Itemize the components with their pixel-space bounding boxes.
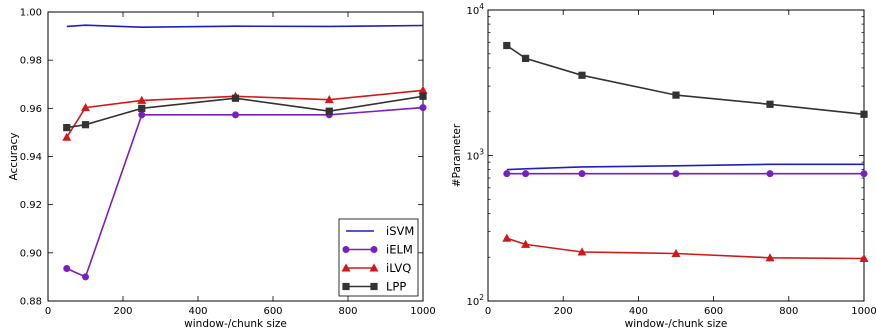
- accuracy-chart: 0 200 400 600 800 1000 0.88 0.90 0.92 0.94 0.96 0.9…: [8, 8, 436, 331]
- x-tick-label: 800: [779, 306, 798, 317]
- data-point-lpp: [766, 100, 774, 108]
- data-point-ielm: [63, 264, 71, 272]
- data-point-ielm: [232, 111, 240, 119]
- x-tick-label: 800: [338, 306, 357, 317]
- data-point-ielm: [419, 104, 427, 112]
- series-line-isvm: [66, 24, 424, 29]
- y-axis-label: #Parameter: [451, 123, 463, 187]
- data-point-ielm: [503, 170, 511, 178]
- series-ielm: [503, 170, 868, 178]
- series-isvm: [506, 163, 864, 171]
- y-tick-label: 103: [466, 148, 484, 163]
- data-point-ielm: [82, 273, 90, 281]
- data-point-lpp: [63, 124, 71, 132]
- y-tick-label: 0.96: [20, 104, 42, 115]
- legend-marker: [342, 246, 350, 254]
- legend-item-isvm: iSVM: [346, 224, 414, 238]
- x-axis-label: window-/chunk size: [184, 318, 287, 330]
- legend-marker: [342, 282, 350, 291]
- y-tick-label: 1.00: [20, 8, 42, 19]
- x-tick-label: 600: [263, 306, 282, 317]
- y-tick-label: 0.90: [20, 248, 42, 259]
- data-point-lpp: [521, 54, 530, 62]
- x-tick-label: 200: [113, 306, 132, 317]
- data-point-ilvq: [62, 132, 72, 141]
- legend-label: LPP: [386, 280, 406, 294]
- series-line-ilvq: [506, 237, 865, 260]
- data-point-ilvq: [502, 233, 512, 242]
- data-point-lpp: [325, 107, 333, 115]
- data-point-ielm: [860, 170, 868, 178]
- legend-box: [338, 218, 419, 297]
- y-tick-label: 104: [466, 2, 484, 17]
- legend-marker: [341, 263, 351, 272]
- data-point-ielm: [672, 170, 680, 178]
- data-point-lpp: [419, 92, 427, 100]
- data-point-lpp: [503, 41, 511, 50]
- data-point-ielm: [766, 170, 774, 178]
- legend-marker: [369, 263, 379, 272]
- legend-marker: [370, 282, 378, 291]
- data-point-lpp: [138, 104, 146, 112]
- legend-label: iLVQ: [386, 261, 411, 275]
- series-lpp: [503, 41, 868, 118]
- data-point-lpp: [578, 71, 586, 79]
- data-point-ilvq: [80, 102, 91, 112]
- x-tick-label: 0: [45, 306, 51, 317]
- data-point-lpp: [672, 91, 680, 99]
- y-axis-label: Accuracy: [8, 133, 20, 181]
- data-point-lpp: [81, 121, 90, 129]
- data-point-ielm: [578, 170, 586, 178]
- data-point-ilvq: [765, 253, 775, 262]
- x-tick-label: 400: [188, 306, 207, 317]
- legend-item-ielm: iELM: [342, 243, 413, 257]
- x-tick-label: 200: [554, 306, 573, 317]
- data-point-lpp: [231, 94, 240, 102]
- series-line-isvm: [506, 163, 864, 171]
- legend-marker: [370, 246, 378, 254]
- x-axis-label: window-/chunk size: [625, 318, 728, 330]
- legend-item-lpp: LPP: [342, 280, 406, 294]
- series-line-ilvq: [66, 89, 424, 138]
- data-point-ilvq: [137, 95, 147, 104]
- series-isvm: [66, 24, 424, 29]
- y-tick-label: 0.94: [20, 152, 42, 163]
- x-tick-label: 400: [629, 306, 648, 317]
- x-tick-label: 1000: [410, 306, 435, 317]
- data-point-ilvq: [859, 253, 869, 262]
- x-tick-label: 600: [704, 306, 723, 317]
- data-point-ilvq: [577, 247, 587, 256]
- y-tick-label: 102: [466, 293, 484, 308]
- legend-label: iELM: [386, 243, 413, 257]
- data-point-ielm: [522, 170, 530, 178]
- series-lpp: [63, 92, 427, 132]
- data-point-ielm: [138, 111, 146, 119]
- parameter-chart: 0 200 400 600 800 1000 102 103 104 window-/chunk …: [451, 2, 876, 330]
- y-tick-label: 0.92: [20, 200, 42, 211]
- data-point-lpp: [860, 110, 868, 118]
- series-ilvq: [502, 233, 869, 262]
- legend-item-ilvq: iLVQ: [341, 261, 411, 275]
- x-tick-label: 1000: [851, 306, 876, 317]
- y-tick-label: 0.88: [20, 297, 42, 308]
- data-point-ilvq: [521, 239, 531, 248]
- data-point-ilvq: [324, 95, 334, 104]
- x-tick-label: 0: [485, 306, 491, 317]
- data-point-ilvq: [671, 248, 681, 258]
- legend-label: iSVM: [386, 224, 414, 238]
- legend: iSVM iELM iLVQ LPP: [338, 218, 419, 297]
- y-tick-label: 0.98: [20, 56, 42, 67]
